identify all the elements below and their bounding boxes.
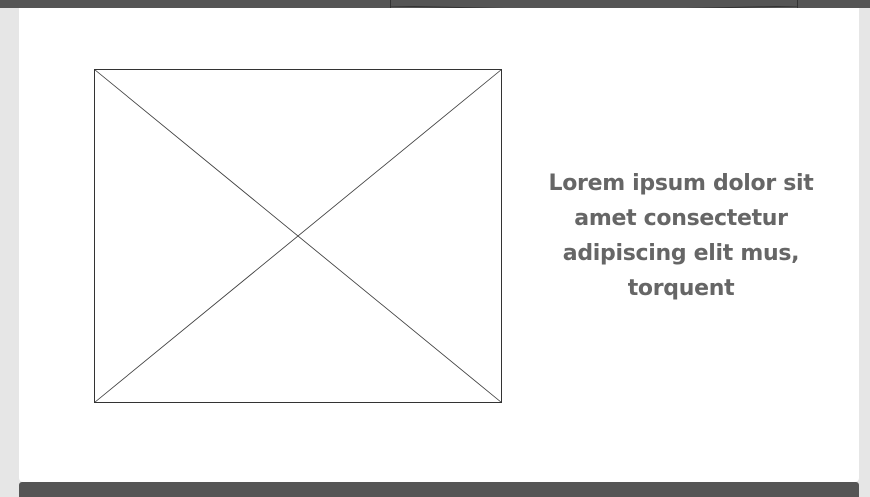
- section-headline: Lorem ipsum dolor sit amet consectetur a…: [548, 171, 814, 301]
- image-placeholder-icon: [94, 69, 502, 403]
- bottom-bar: [19, 482, 859, 497]
- top-image-placeholder-icon: [391, 5, 797, 8]
